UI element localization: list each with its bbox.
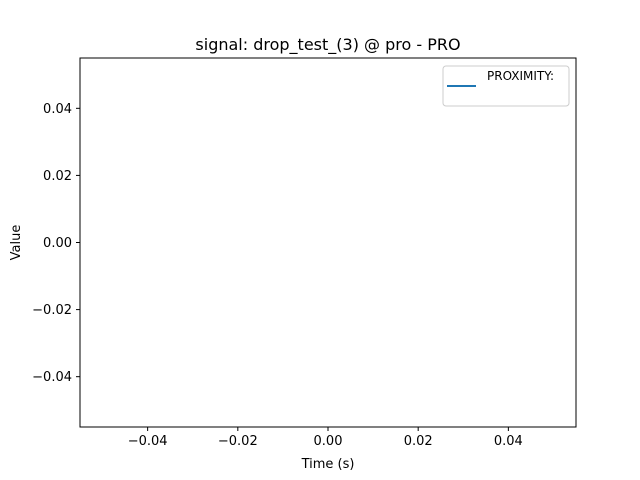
chart-title: signal: drop_test_(3) @ pro - PRO — [195, 35, 460, 55]
y-tick-label: 0.02 — [43, 169, 72, 184]
x-tick-label: −0.02 — [218, 434, 258, 449]
x-tick-label: 0.04 — [494, 434, 523, 449]
x-axis-label: Time (s) — [301, 457, 355, 472]
y-tick-label: 0.00 — [43, 236, 72, 251]
x-tick-label: 0.02 — [404, 434, 433, 449]
y-tick-label: −0.04 — [32, 370, 72, 385]
legend: PROXIMITY: — [442, 65, 570, 107]
x-tick-label: 0.00 — [314, 434, 343, 449]
y-tick-label: −0.02 — [32, 303, 72, 318]
legend-box — [442, 65, 570, 107]
plot-area — [79, 57, 577, 428]
y-tick-label: 0.04 — [43, 102, 72, 117]
y-axis-ticks: −0.04 −0.02 0.00 0.02 0.04 — [32, 102, 80, 385]
legend-label-proximity: PROXIMITY: — [487, 69, 554, 83]
y-axis-label: Value — [9, 225, 24, 261]
x-tick-label: −0.04 — [128, 434, 168, 449]
x-axis-ticks: −0.04 −0.02 0.00 0.02 0.04 — [128, 427, 523, 449]
